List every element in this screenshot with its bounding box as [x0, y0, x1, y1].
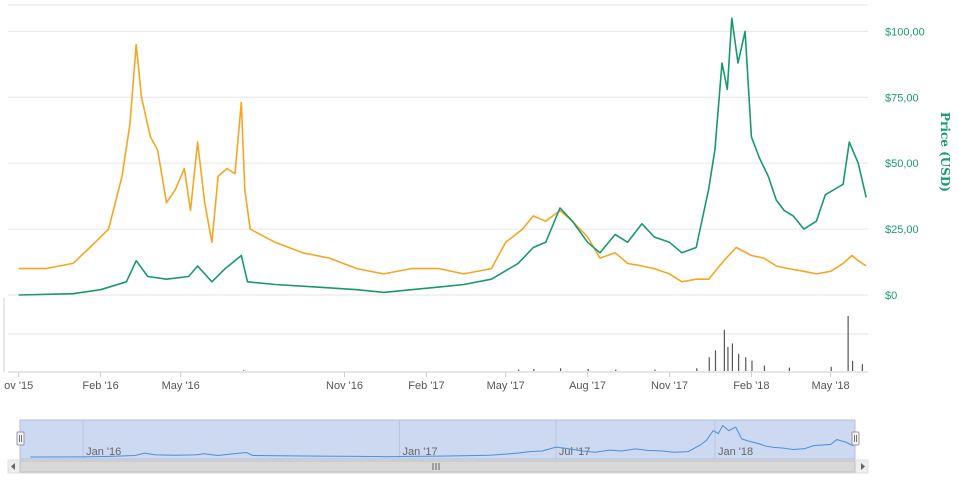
x-axis-ticks: ov '15 Feb '16 May '16 Nov '16 Feb '17 May '1… [4, 372, 850, 392]
volume-bar [861, 364, 863, 371]
x-tick-label: May '16 [162, 380, 200, 392]
x-tick-label: May '17 [487, 380, 525, 392]
x-tick-label: May '18 [812, 380, 850, 392]
volume-bar [851, 360, 854, 371]
navigator-label: Jan '17 [402, 446, 437, 458]
series-line-2 [18, 17, 867, 296]
y-tick-label: $75,00 [885, 92, 919, 104]
volume-bar [696, 368, 698, 371]
series-lines [18, 17, 867, 296]
volume-bar [727, 346, 729, 371]
volume-panel [243, 316, 863, 371]
volume-bar [533, 368, 535, 371]
volume-bar [654, 369, 656, 371]
x-tick-label: ov '15 [4, 380, 33, 392]
x-tick-label: Nov '17 [651, 380, 688, 392]
y-tick-label: $0 [885, 290, 897, 302]
volume-bar [243, 370, 245, 371]
scroll-left-arrow-icon[interactable] [11, 463, 15, 470]
navigator-label: Jan '18 [718, 446, 753, 458]
navigator-series-line [30, 424, 854, 458]
x-tick-label: Aug '17 [569, 380, 606, 392]
navigator-label: Jan '16 [86, 446, 121, 458]
scroll-right-arrow-icon[interactable] [861, 463, 865, 470]
volume-bar [738, 353, 740, 371]
volume-bar [708, 357, 710, 371]
x-tick-label: Feb '17 [408, 380, 444, 392]
y-tick-label: $50,00 [885, 158, 919, 170]
scrollbar-thumb[interactable] [19, 460, 856, 473]
volume-bar [751, 360, 753, 371]
scrollbar[interactable] [7, 459, 869, 474]
x-tick-label: Feb '18 [733, 380, 769, 392]
volume-bar [847, 316, 849, 371]
navigator-label: Jul '17 [559, 446, 590, 458]
volume-bar [714, 350, 717, 371]
volume-bar [745, 357, 747, 371]
y-tick-label: $25,00 [885, 224, 919, 236]
y-axis-ticks: $0 $25,00 $50,00 $75,00 $100,00 [885, 26, 925, 302]
volume-bar [830, 366, 832, 371]
x-tick-label: Nov '16 [326, 380, 363, 392]
volume-bar [615, 369, 617, 371]
y-tick-label: $100,00 [885, 26, 925, 38]
volume-bar [731, 343, 733, 371]
navigator[interactable]: Jan '16 Jan '17 Jul '17 Jan '18 [7, 419, 869, 474]
navigator-left-handle[interactable] [16, 431, 25, 446]
volume-bar [723, 329, 725, 371]
grid [3, 4, 868, 373]
volume-bar [587, 368, 589, 371]
x-tick-label: Feb '16 [82, 380, 118, 392]
volume-bar [763, 365, 766, 371]
series-line-1 [18, 43, 867, 283]
volume-bar [559, 368, 562, 371]
y-axis-title: Price (USD) [938, 112, 952, 192]
volume-bar [518, 369, 520, 371]
volume-bar [788, 367, 790, 371]
navigator-right-handle[interactable] [851, 431, 860, 446]
